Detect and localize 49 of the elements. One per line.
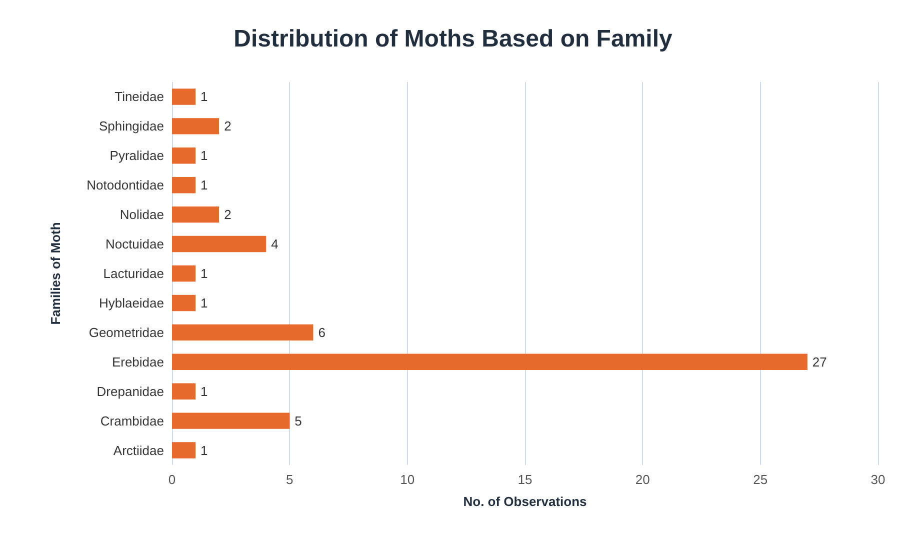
data-label: 1 xyxy=(200,266,208,281)
data-label: 1 xyxy=(200,178,208,193)
bar xyxy=(172,294,196,312)
data-label: 27 xyxy=(812,354,827,370)
x-tick-label: 0 xyxy=(168,472,176,487)
bar xyxy=(172,88,196,105)
y-tick-label: Noctuidae xyxy=(105,236,164,252)
y-tick-label: Drepanidae xyxy=(96,384,164,399)
y-tick-label: Lacturidae xyxy=(103,266,164,281)
y-tick-label: Sphingidae xyxy=(98,118,164,134)
bar xyxy=(172,383,196,400)
x-tick-label: 30 xyxy=(870,472,886,487)
bar xyxy=(172,206,220,223)
bar xyxy=(172,354,808,370)
data-label: 1 xyxy=(200,384,208,399)
y-tick-label: Notodontidae xyxy=(86,178,164,193)
data-label: 2 xyxy=(224,118,232,134)
data-label: 1 xyxy=(200,295,208,310)
y-tick-label: Pyralidae xyxy=(110,148,164,164)
bar xyxy=(172,118,220,134)
bar xyxy=(172,324,314,341)
y-tick-label: Geometridae xyxy=(88,324,164,340)
y-axis-title: Families of Moth xyxy=(48,222,63,325)
bar xyxy=(172,177,196,194)
data-label: 5 xyxy=(294,413,302,428)
x-tick-label: 25 xyxy=(753,472,768,487)
x-tick-label: 10 xyxy=(400,472,415,487)
bar xyxy=(172,412,290,429)
y-tick-label: Hyblaeidae xyxy=(98,295,164,310)
bar xyxy=(172,265,196,282)
chart-title: Distribution of Moths Based on Family xyxy=(234,26,673,52)
x-tick-label: 5 xyxy=(286,472,294,487)
x-axis-title: No. of Observations xyxy=(463,494,587,509)
x-tick-label: 20 xyxy=(635,472,650,487)
bar xyxy=(172,148,196,164)
data-label: 1 xyxy=(200,89,208,104)
y-tick-label: Tineidae xyxy=(114,89,164,104)
y-tick-label: Erebidae xyxy=(112,354,164,370)
data-label: 1 xyxy=(200,148,208,164)
y-tick-label: Arctiidae xyxy=(113,442,164,458)
y-tick-label: Crambidae xyxy=(100,413,164,428)
data-label: 1 xyxy=(200,442,208,458)
y-tick-label: Nolidae xyxy=(120,207,164,222)
bar xyxy=(172,236,266,252)
x-tick-label: 15 xyxy=(518,472,532,487)
data-label: 4 xyxy=(271,236,278,252)
data-label: 2 xyxy=(224,207,232,222)
bar xyxy=(172,442,196,458)
data-label: 6 xyxy=(318,324,326,340)
